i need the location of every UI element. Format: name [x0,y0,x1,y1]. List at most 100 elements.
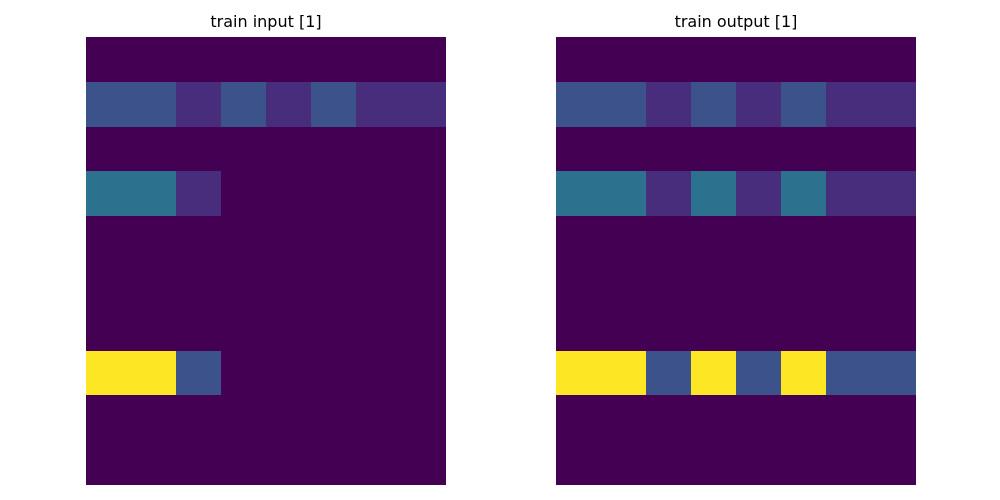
heatmap-cell-r7-c6 [826,351,871,395]
heatmap-cell-r9-c7 [871,440,916,485]
heatmap-cell-r1-c6 [826,82,871,127]
heatmap-cell-r9-c0 [556,440,601,485]
heatmap-cell-r7-c0 [86,351,131,395]
heatmap-cell-r8-c2 [176,395,221,440]
heatmap-cell-r0-c2 [176,37,221,82]
heatmap-cell-r2-c2 [176,127,221,171]
heatmap-cell-r2-c1 [601,127,646,171]
heatmap-cell-r6-c2 [646,306,691,351]
heatmap-cell-r2-c5 [781,127,826,171]
heatmap-cell-r6-c6 [826,306,871,351]
panel-train-output: train output [1] [556,0,916,485]
heatmap-cell-r4-c2 [646,216,691,261]
heatmap-cell-r5-c1 [131,261,176,306]
heatmap-cell-r8-c3 [691,395,736,440]
heatmap-cell-r8-c1 [601,395,646,440]
heatmap-cell-r1-c2 [646,82,691,127]
heatmap-cell-r3-c7 [871,171,916,216]
heatmap-cell-r3-c2 [176,171,221,216]
heatmap-cell-r8-c3 [221,395,266,440]
heatmap-cell-r7-c4 [266,351,311,395]
heatmap-cell-r5-c7 [401,261,446,306]
heatmap-cell-r0-c6 [826,37,871,82]
heatmap-cell-r4-c1 [131,216,176,261]
heatmap-cell-r5-c4 [266,261,311,306]
heatmap-cell-r0-c4 [736,37,781,82]
heatmap-cell-r0-c3 [221,37,266,82]
heatmap-cell-r6-c3 [691,306,736,351]
heatmap-cell-r9-c2 [176,440,221,485]
heatmap-cell-r1-c0 [86,82,131,127]
heatmap-cell-r1-c7 [871,82,916,127]
heatmap-cell-r6-c0 [556,306,601,351]
heatmap-cell-r4-c6 [356,216,401,261]
heatmap-cell-r5-c6 [356,261,401,306]
heatmap-cell-r5-c2 [646,261,691,306]
heatmap-cell-r5-c5 [781,261,826,306]
heatmap-cell-r0-c5 [781,37,826,82]
heatmap-cell-r4-c5 [311,216,356,261]
heatmap-cell-r4-c4 [736,216,781,261]
heatmap-cell-r7-c1 [131,351,176,395]
heatmap-cell-r4-c5 [781,216,826,261]
heatmap-cell-r1-c3 [221,82,266,127]
heatmap-cell-r3-c0 [86,171,131,216]
heatmap-cell-r4-c0 [86,216,131,261]
heatmap-cell-r7-c4 [736,351,781,395]
heatmap-cell-r2-c4 [736,127,781,171]
heatmap-cell-r1-c1 [601,82,646,127]
heatmap-cell-r9-c1 [601,440,646,485]
heatmap-cell-r0-c4 [266,37,311,82]
heatmap-cell-r2-c5 [311,127,356,171]
heatmap-cell-r2-c7 [401,127,446,171]
heatmap-cell-r5-c0 [556,261,601,306]
heatmap-cell-r4-c3 [691,216,736,261]
heatmap-cell-r3-c0 [556,171,601,216]
heatmap-cell-r0-c2 [646,37,691,82]
heatmap-cell-r8-c4 [736,395,781,440]
heatmap-cell-r9-c5 [311,440,356,485]
heatmap-cell-r9-c4 [266,440,311,485]
heatmap-cell-r4-c4 [266,216,311,261]
heatmap-cell-r0-c6 [356,37,401,82]
heatmap-cell-r9-c6 [356,440,401,485]
heatmap-cell-r6-c0 [86,306,131,351]
heatmap-train-output [556,37,916,485]
heatmap-cell-r3-c2 [646,171,691,216]
heatmap-cell-r0-c0 [556,37,601,82]
heatmap-cell-r7-c5 [311,351,356,395]
heatmap-cell-r8-c0 [86,395,131,440]
heatmap-cell-r4-c1 [601,216,646,261]
heatmap-cell-r7-c5 [781,351,826,395]
heatmap-cell-r1-c5 [781,82,826,127]
heatmap-cell-r2-c6 [356,127,401,171]
heatmap-cell-r9-c7 [401,440,446,485]
heatmap-cell-r3-c1 [601,171,646,216]
heatmap-cell-r4-c3 [221,216,266,261]
heatmap-cell-r1-c3 [691,82,736,127]
heatmap-cell-r3-c3 [221,171,266,216]
heatmap-cell-r1-c0 [556,82,601,127]
heatmap-cell-r4-c0 [556,216,601,261]
heatmap-cell-r6-c5 [781,306,826,351]
heatmap-cell-r6-c3 [221,306,266,351]
heatmap-cell-r3-c5 [781,171,826,216]
heatmap-cell-r3-c1 [131,171,176,216]
heatmap-cell-r2-c1 [131,127,176,171]
heatmap-cell-r8-c4 [266,395,311,440]
heatmap-cell-r6-c7 [871,306,916,351]
heatmap-cell-r2-c7 [871,127,916,171]
heatmap-cell-r8-c6 [356,395,401,440]
heatmap-cell-r5-c7 [871,261,916,306]
heatmap-cell-r0-c1 [131,37,176,82]
heatmap-cell-r8-c5 [781,395,826,440]
heatmap-cell-r2-c0 [86,127,131,171]
chart-title-input: train input [1] [210,12,322,31]
heatmap-cell-r5-c6 [826,261,871,306]
panel-train-input: train input [1] [86,0,446,485]
heatmap-cell-r2-c2 [646,127,691,171]
heatmap-cell-r8-c2 [646,395,691,440]
heatmap-cell-r3-c4 [736,171,781,216]
heatmap-cell-r1-c2 [176,82,221,127]
